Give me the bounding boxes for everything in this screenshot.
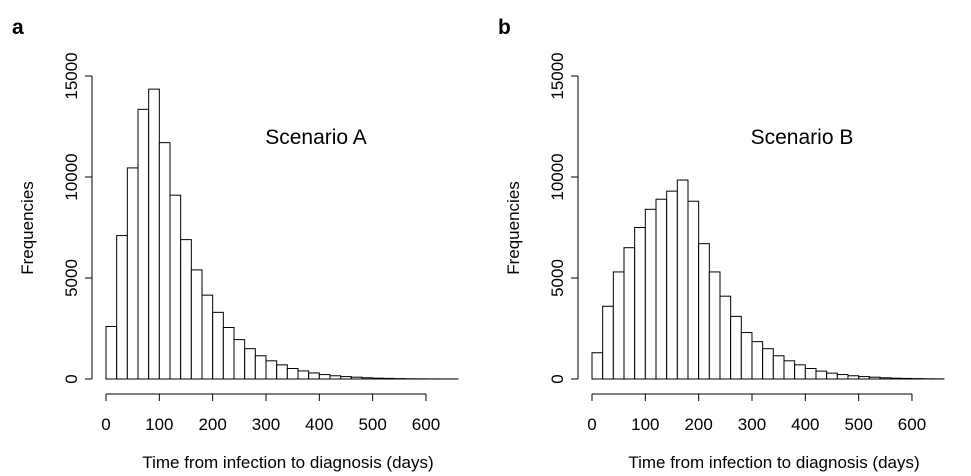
y-tick-label: 15000 [548,52,567,99]
x-tick-label: 500 [358,415,386,434]
histogram-bar [318,374,331,380]
histogram-bar [233,339,246,380]
histogram-bar [158,142,171,380]
x-tick-label: 600 [412,415,440,434]
y-axis-title: Frequencies [18,181,37,275]
histogram-bar [137,108,150,380]
histogram-bar [180,239,192,380]
histogram-bar [201,294,214,380]
histogram-bar [244,348,256,380]
histogram-bar [804,368,817,380]
histogram-bar [708,271,721,380]
histogram-bar [591,352,604,380]
histogram-bar [329,375,342,380]
histogram-bar [361,377,374,380]
y-tick-label: 10000 [548,153,567,200]
histogram-bar [836,374,849,380]
histogram-bar [772,355,785,380]
histogram-bar [900,377,913,380]
x-tick-label: 100 [145,415,173,434]
histogram-bar [676,179,689,380]
y-axis-title: Frequencies [504,181,523,275]
histogram-bar [254,355,267,380]
histogram-bar [868,376,881,380]
histogram-bar [698,243,710,380]
histogram-bar [190,269,203,380]
histogram-bar [794,364,806,380]
histogram-bar [222,326,235,380]
histogram-bar [858,376,870,380]
histogram-bar [890,377,902,380]
histogram-bar [169,194,182,380]
histogram-bar [687,200,700,380]
x-tick-label: 200 [198,415,226,434]
histogram-bar [762,348,774,380]
histogram-bar [148,88,160,380]
panel-label-a: a [12,16,24,39]
histogram-bar [623,247,636,380]
histogram-bar [783,360,796,380]
histogram-bar [751,341,764,380]
histogram-bar [382,377,395,380]
x-tick-label: 0 [101,415,110,434]
histogram-bar [815,370,828,380]
histogram-bar [105,325,118,380]
x-tick-label: 300 [252,415,280,434]
scenario-annotation: Scenario B [751,126,854,149]
histogram-bar [847,375,860,380]
histogram-bar [116,235,128,380]
histogram-bar [308,372,320,380]
histogram-panel-b: b 0 5000 10000 15000 0 100 200 300 400 500 600 Time… [486,0,971,476]
x-tick-label: 100 [631,415,659,434]
histogram-bar [286,368,299,380]
x-axis-title: Time from infection to diagnosis (days) [142,453,433,472]
histogram-bar [879,377,892,380]
x-tick-label: 600 [898,415,926,434]
x-tick-label: 0 [587,415,596,434]
histogram-bar [826,372,838,380]
histogram-bar [212,311,224,380]
y-tick-label: 10000 [62,153,81,200]
histogram-bar [730,315,742,380]
x-axis-title: Time from infection to diagnosis (days) [628,453,919,472]
x-tick-label: 200 [684,415,712,434]
histogram-panel-a: a 0 5000 10000 15000 0 100 200 300 400 500 600 Time… [12,16,459,472]
histogram-bar [372,377,384,380]
histogram-bar [340,376,352,380]
histogram-bar [655,198,668,380]
histogram-bar [126,167,139,380]
histogram-bar [612,271,625,380]
histogram-chart-a: 0 5000 10000 15000 0 100 200 300 400 500 600 Time f… [18,52,459,472]
x-tick-label: 500 [844,415,872,434]
histogram-bar [740,332,753,380]
histogram-bar [265,360,278,380]
histogram-bar [297,370,310,380]
y-tick-label: 5000 [62,259,81,297]
histogram-bar [350,376,363,380]
x-tick-label: 400 [791,415,819,434]
histogram-bar [644,208,657,380]
scenario-annotation: Scenario A [265,126,367,149]
y-tick-label: 15000 [62,52,81,99]
y-tick-label: 0 [62,374,81,383]
x-tick-label: 300 [738,415,766,434]
x-tick-label: 400 [305,415,333,434]
histogram-bar [276,364,288,380]
y-tick-label: 0 [548,374,567,383]
histogram-bar [634,227,646,380]
histogram-bar [719,295,732,380]
panel-label-b: b [498,16,511,39]
histogram-bar [666,190,678,380]
histogram-chart-b: 0 5000 10000 15000 0 100 200 300 400 500 600 Time f… [504,52,945,472]
histogram-bar [602,305,614,380]
y-tick-label: 5000 [548,259,567,297]
